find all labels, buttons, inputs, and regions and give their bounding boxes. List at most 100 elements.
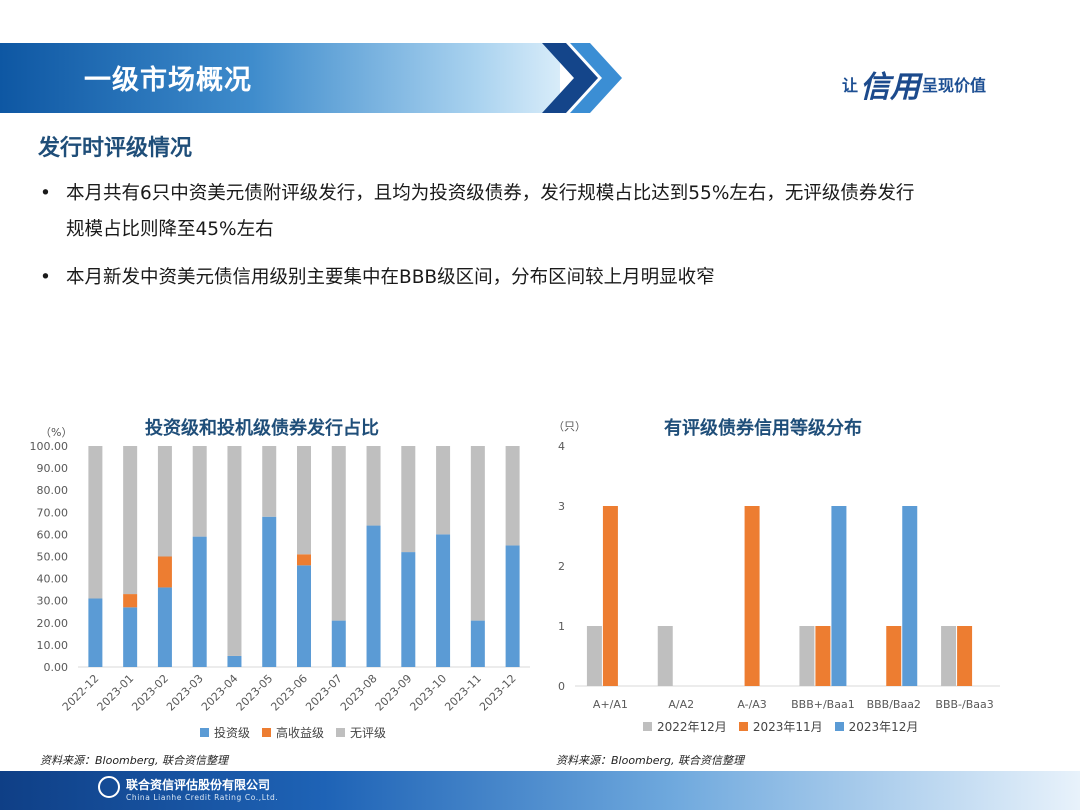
x-tick-label: 2023-03 bbox=[164, 672, 206, 714]
bar bbox=[831, 506, 847, 686]
bar bbox=[886, 626, 902, 686]
y-tick-label: 0.00 bbox=[44, 661, 69, 674]
chevron-arrows-icon bbox=[542, 43, 622, 113]
bar-segment bbox=[436, 446, 451, 535]
y-tick-label: 20.00 bbox=[37, 617, 69, 630]
bar-segment bbox=[436, 534, 451, 667]
bar-segment bbox=[331, 446, 346, 621]
footer-company-name: 联合资信评估股份有限公司 bbox=[126, 778, 271, 792]
chart2-legend: 2022年12月 2023年11月 2023年12月 bbox=[643, 718, 930, 735]
y-tick-label: 50.00 bbox=[37, 551, 69, 564]
bar bbox=[957, 626, 973, 686]
bar-segment bbox=[297, 554, 311, 566]
slogan: 让 信用 呈现价值 bbox=[842, 62, 986, 106]
chart1-title: 投资级和投机级债券发行占比 bbox=[145, 418, 379, 439]
bar-segment bbox=[192, 536, 207, 667]
issuance-share-chart: 0.00 10.00 20.00 30.00 40.00 50.00 60.00 70.00 8… bbox=[30, 440, 530, 714]
bar-segment bbox=[505, 545, 520, 667]
y-tick-label: 4 bbox=[558, 440, 565, 453]
bullet-item-2: • 本月新发中资美元债信用级别主要集中在BBB级区间，分布区间较上月明显收窄 bbox=[40, 260, 1050, 296]
x-tick-label: 2023-06 bbox=[268, 672, 310, 714]
y-tick-label: 60.00 bbox=[37, 528, 69, 541]
bar-segment bbox=[157, 556, 172, 588]
y-tick-label: 40.00 bbox=[37, 573, 69, 586]
legend-item-unrated: 无评级 bbox=[336, 724, 386, 741]
x-tick-label: BBB+/Baa1 bbox=[791, 698, 855, 711]
footer-company-en: China Lianhe Credit Rating Co.,Ltd. bbox=[126, 793, 279, 802]
bullet-text-cont: 规模占比则降至45%左右 bbox=[66, 219, 274, 240]
bar bbox=[602, 506, 618, 686]
y-tick-label: 2 bbox=[558, 560, 565, 573]
y-tick-label: 10.00 bbox=[37, 639, 69, 652]
bar-segment bbox=[227, 655, 242, 667]
bar-segment bbox=[157, 446, 172, 557]
header-banner bbox=[0, 43, 560, 113]
chart1-unit: （%） bbox=[40, 426, 73, 439]
rating-distribution-chart: 0 1 2 3 4 A+/A1 A/A2 A-/A3 BBB+/Baa1 BBB/Baa2 BBB-… bbox=[558, 440, 1000, 711]
bar-segment bbox=[123, 446, 138, 595]
bar-segment bbox=[227, 446, 242, 656]
bar-segment bbox=[470, 446, 485, 621]
x-tick-label: 2023-05 bbox=[234, 672, 276, 714]
bar bbox=[902, 506, 918, 686]
x-tick-label: 2023-12 bbox=[477, 672, 519, 714]
footer-bar bbox=[0, 771, 1080, 810]
slogan-pre: 让 bbox=[842, 76, 859, 95]
x-tick-label: BBB/Baa2 bbox=[867, 698, 921, 711]
x-tick-label: 2023-08 bbox=[338, 672, 380, 714]
bullet-dot-icon: • bbox=[40, 183, 51, 204]
bar-segment bbox=[123, 607, 138, 667]
bar bbox=[799, 626, 815, 686]
bar-segment bbox=[123, 594, 138, 608]
x-tick-label: 2023-02 bbox=[129, 672, 171, 714]
slogan-emphasis: 信用 bbox=[860, 70, 921, 105]
x-tick-label: 2023-10 bbox=[408, 672, 450, 714]
chart1-source: 资料来源：Bloomberg, 联合资信整理 bbox=[40, 754, 229, 767]
bar-segment bbox=[88, 598, 103, 667]
x-tick-label: 2022-12 bbox=[60, 672, 102, 714]
x-tick-label: 2023-04 bbox=[199, 672, 241, 714]
bullet-item-1: • 本月共有6只中资美元债附评级发行，且均为投资级债券，发行规模占比达到55%左… bbox=[40, 176, 1050, 248]
x-tick-label: BBB-/Baa3 bbox=[935, 698, 993, 711]
bullet-dot-icon: • bbox=[40, 267, 51, 288]
bar bbox=[744, 506, 760, 686]
bullet-text: 本月新发中资美元债信用级别主要集中在BBB级区间，分布区间较上月明显收窄 bbox=[66, 267, 715, 288]
x-tick-label: A/A2 bbox=[668, 698, 694, 711]
y-tick-label: 70.00 bbox=[37, 506, 69, 519]
x-tick-label: A-/A3 bbox=[737, 698, 766, 711]
x-tick-label: A+/A1 bbox=[593, 698, 628, 711]
x-tick-label: 2023-07 bbox=[303, 672, 345, 714]
bar-segment bbox=[297, 446, 311, 555]
bar-segment bbox=[470, 620, 485, 667]
bar bbox=[586, 626, 602, 686]
legend-item-2023-12: 2023年12月 bbox=[834, 718, 918, 735]
bar-segment bbox=[331, 620, 346, 667]
y-tick-label: 80.00 bbox=[37, 484, 69, 497]
y-tick-label: 100.00 bbox=[30, 440, 69, 453]
bar-segment bbox=[88, 446, 103, 599]
bar-segment bbox=[262, 446, 277, 517]
bar-segment bbox=[366, 446, 381, 526]
x-tick-label: 2023-09 bbox=[373, 672, 415, 714]
company-logo-icon bbox=[98, 776, 120, 798]
chart1-legend: 投资级 高收益级 无评级 bbox=[200, 724, 398, 741]
y-tick-label: 0 bbox=[558, 680, 565, 693]
page-title: 一级市场概况 bbox=[84, 65, 252, 96]
bullet-text: 本月共有6只中资美元债附评级发行，且均为投资级债券，发行规模占比达到55%左右，… bbox=[66, 183, 915, 204]
bar-segment bbox=[401, 552, 416, 667]
bar-segment bbox=[366, 525, 381, 667]
legend-item-high-yield: 高收益级 bbox=[262, 724, 324, 741]
y-tick-label: 30.00 bbox=[37, 595, 69, 608]
bar bbox=[815, 626, 831, 686]
bar-segment bbox=[297, 565, 311, 667]
slogan-post: 呈现价值 bbox=[922, 76, 987, 95]
section-title: 发行时评级情况 bbox=[38, 136, 193, 161]
y-tick-label: 1 bbox=[558, 620, 565, 633]
chart2-source: 资料来源：Bloomberg, 联合资信整理 bbox=[556, 754, 745, 767]
x-tick-label: 2023-01 bbox=[95, 672, 137, 714]
bar-segment bbox=[505, 446, 520, 546]
bar-segment bbox=[262, 516, 277, 667]
bar bbox=[941, 626, 957, 686]
bar bbox=[657, 626, 673, 686]
legend-item-investment: 投资级 bbox=[200, 724, 250, 741]
